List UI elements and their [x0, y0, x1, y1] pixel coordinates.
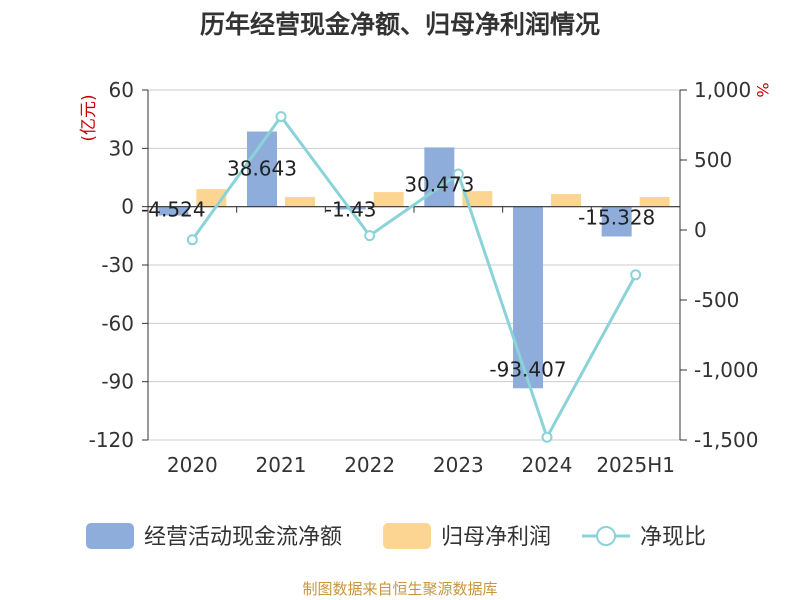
bar-cash-flow [513, 206, 543, 389]
x-tick-label: 2025H1 [596, 453, 675, 477]
data-labels: -4.524 38.643 -1.43 30.473 -93.407 -15.328 [141, 157, 655, 382]
ratio-point [186, 234, 198, 246]
left-tick-label: -120 [89, 428, 134, 452]
cash-flow-value-label: -15.328 [578, 205, 655, 229]
x-tick-label: 2024 [522, 453, 573, 477]
ratio-point [541, 431, 553, 443]
right-tick-label: 0 [694, 218, 707, 242]
x-tick-label: 2021 [256, 453, 307, 477]
cash-flow-value-label: -1.43 [325, 198, 377, 222]
x-tick-label: 2023 [433, 453, 484, 477]
right-tick-label: 1,000 [694, 78, 751, 102]
legend-label-ratio: 净现比 [640, 525, 706, 550]
grid-lines [148, 89, 680, 441]
left-axis: 60 30 0 -30 -60 -90 -120 [89, 78, 149, 452]
left-tick-label: 0 [121, 195, 134, 219]
ratio-line-path [191, 114, 637, 441]
cash-flow-value-label: 38.643 [227, 157, 297, 181]
cash-flow-value-label: -93.407 [489, 357, 566, 381]
left-tick-label: -90 [101, 370, 134, 394]
left-axis-unit: (亿元) [79, 94, 99, 141]
legend-label-cash-flow: 经营活动现金流净额 [144, 525, 342, 550]
x-axis: 2020 2021 2022 2023 2024 2025H1 [147, 206, 681, 477]
right-axis-unit: % [753, 82, 772, 97]
left-tick-label: 30 [109, 136, 134, 160]
right-axis: 1,000 500 0 -500 -1,000 -1,500 [679, 78, 758, 452]
bar-net-profit [462, 191, 493, 207]
bar-cash-flow [158, 206, 189, 216]
legend-swatch-cash-flow [86, 523, 134, 549]
bar-net-profit [373, 192, 404, 207]
legend-label-net-profit: 归母净利润 [441, 525, 551, 550]
legend: 经营活动现金流净额 归母净利润 净现比 [86, 523, 706, 550]
legend-swatch-ratio-marker [596, 526, 616, 546]
left-tick-label: -60 [101, 311, 134, 335]
source-note: 制图数据来自恒生聚源数据库 [302, 580, 497, 598]
left-tick-label: -30 [101, 253, 134, 277]
ratio-point [630, 269, 642, 281]
left-tick-label: 60 [109, 78, 134, 102]
cash-flow-value-label: 30.473 [404, 172, 474, 196]
bar-net-profit [639, 196, 670, 207]
right-tick-label: -1,500 [694, 428, 758, 452]
legend-swatch-net-profit [383, 523, 431, 549]
bar-cash-flow [601, 206, 632, 237]
right-tick-label: 500 [694, 148, 732, 172]
right-tick-label: -1,000 [694, 358, 758, 382]
cash-flow-value-label: -4.524 [141, 198, 205, 222]
ratio-line [186, 111, 642, 443]
ratio-point [275, 111, 287, 123]
x-tick-label: 2020 [167, 453, 218, 477]
x-tick-label: 2022 [344, 453, 395, 477]
ratio-point [452, 168, 464, 180]
ratio-point [364, 230, 376, 242]
right-tick-label: -500 [694, 288, 739, 312]
bar-net-profit [285, 196, 315, 207]
chart-title: 历年经营现金净额、归母净利润情况 [200, 10, 600, 39]
bar-cash-flow [424, 147, 455, 207]
bar-net-profit [551, 194, 581, 207]
